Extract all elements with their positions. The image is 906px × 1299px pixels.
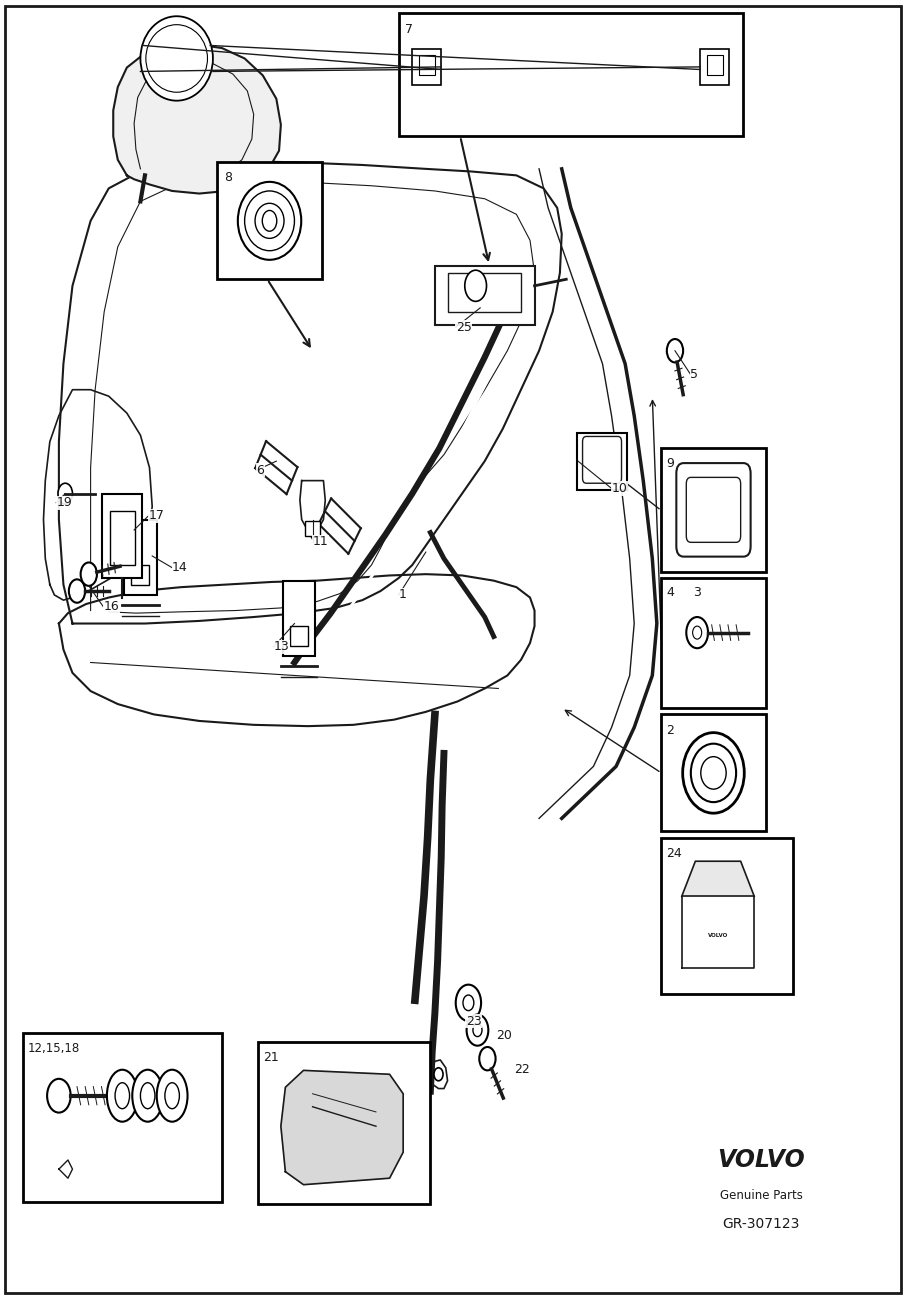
Bar: [435, 266, 535, 325]
Circle shape: [58, 483, 72, 504]
Bar: [661, 448, 766, 572]
Text: GR-307123: GR-307123: [722, 1217, 800, 1230]
Text: VOLVO: VOLVO: [718, 1148, 805, 1172]
Text: 9: 9: [666, 457, 674, 470]
Text: 13: 13: [274, 640, 289, 653]
Bar: [305, 521, 320, 536]
Circle shape: [479, 1047, 496, 1070]
Text: 12,15,18: 12,15,18: [27, 1042, 80, 1055]
Text: 1: 1: [399, 588, 407, 601]
Ellipse shape: [245, 191, 294, 251]
Circle shape: [467, 1015, 488, 1046]
Text: VOLVO: VOLVO: [708, 933, 728, 938]
Bar: [661, 578, 766, 708]
Text: 17: 17: [149, 509, 165, 522]
Bar: [258, 1042, 430, 1204]
Polygon shape: [281, 1070, 403, 1185]
Circle shape: [687, 617, 708, 648]
Ellipse shape: [683, 733, 745, 813]
Ellipse shape: [165, 1083, 179, 1109]
Bar: [419, 55, 435, 74]
Ellipse shape: [140, 1083, 155, 1109]
Bar: [217, 162, 322, 279]
Ellipse shape: [157, 1070, 188, 1121]
Bar: [700, 48, 729, 86]
Circle shape: [692, 626, 701, 639]
Ellipse shape: [237, 182, 301, 260]
Circle shape: [47, 1078, 71, 1112]
Text: 16: 16: [103, 600, 119, 613]
Bar: [124, 520, 157, 595]
Bar: [577, 433, 627, 490]
Polygon shape: [113, 44, 281, 194]
Circle shape: [81, 562, 97, 586]
Ellipse shape: [115, 1083, 130, 1109]
Circle shape: [263, 210, 276, 231]
Circle shape: [465, 270, 487, 301]
Text: 25: 25: [456, 321, 472, 334]
Text: Genuine Parts: Genuine Parts: [719, 1189, 803, 1202]
Text: 5: 5: [690, 368, 699, 381]
Bar: [707, 55, 723, 74]
FancyBboxPatch shape: [583, 436, 622, 483]
FancyBboxPatch shape: [687, 477, 741, 543]
Polygon shape: [681, 861, 754, 896]
Text: 7: 7: [405, 23, 413, 36]
Bar: [131, 565, 149, 585]
Text: 11: 11: [313, 535, 328, 548]
Ellipse shape: [691, 744, 736, 803]
Text: 24: 24: [666, 847, 681, 860]
Circle shape: [473, 1024, 482, 1037]
Circle shape: [456, 985, 481, 1021]
Ellipse shape: [701, 757, 727, 790]
Bar: [412, 48, 441, 86]
Text: 14: 14: [172, 561, 188, 574]
Ellipse shape: [132, 1070, 163, 1121]
Text: 22: 22: [514, 1063, 529, 1076]
Bar: [661, 838, 793, 994]
Text: 20: 20: [496, 1029, 513, 1042]
Text: 10: 10: [612, 482, 628, 495]
Circle shape: [463, 995, 474, 1011]
Polygon shape: [59, 161, 562, 624]
Bar: [290, 626, 308, 646]
Ellipse shape: [140, 17, 213, 101]
Bar: [399, 13, 743, 136]
Text: 2: 2: [666, 724, 674, 737]
Bar: [283, 581, 315, 656]
Text: 3: 3: [693, 586, 701, 599]
Bar: [110, 511, 135, 565]
Text: 6: 6: [256, 464, 265, 477]
Ellipse shape: [255, 204, 284, 239]
Circle shape: [667, 339, 683, 362]
Bar: [23, 1033, 222, 1202]
Text: 23: 23: [466, 1015, 481, 1028]
Circle shape: [69, 579, 85, 603]
Circle shape: [434, 1068, 443, 1081]
Bar: [448, 273, 521, 312]
Polygon shape: [59, 574, 535, 726]
Text: 21: 21: [263, 1051, 278, 1064]
Text: 8: 8: [224, 171, 232, 184]
Text: 19: 19: [56, 496, 72, 509]
Text: 4: 4: [666, 586, 674, 599]
Ellipse shape: [146, 25, 207, 92]
Ellipse shape: [107, 1070, 138, 1121]
FancyBboxPatch shape: [676, 464, 750, 556]
Bar: [102, 494, 142, 578]
Bar: [661, 714, 766, 831]
